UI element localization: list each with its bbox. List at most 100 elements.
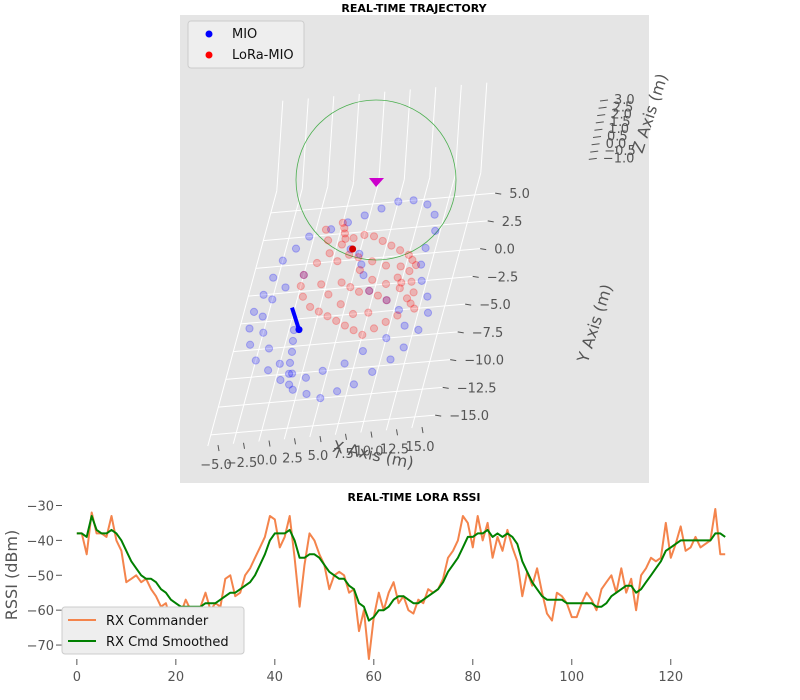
data-point-mio	[278, 256, 287, 265]
data-point-lora-mio	[336, 300, 345, 309]
data-point-mio	[333, 387, 342, 396]
data-point-mio	[318, 366, 327, 375]
z-tick-label: 0.0	[606, 137, 627, 152]
rssi-y-tick-label: −30	[27, 499, 54, 514]
data-point-mio	[423, 292, 432, 301]
data-point-lora-mio	[411, 261, 421, 270]
x-tick-mark	[421, 427, 424, 434]
grid-line-y	[263, 220, 488, 242]
trajectory-chart: REAL-TIME TRAJECTORY −5.0−2.5 0.0 2.5 5.0 7.…	[180, 2, 672, 483]
data-point-mio	[399, 343, 408, 352]
data-point-lora-mio	[349, 234, 358, 243]
data-point-lora-mio	[332, 316, 341, 325]
x-tick-label: 12.5	[380, 442, 409, 457]
grid-line-y	[210, 414, 436, 436]
rssi-y-tick-label: −40	[27, 534, 54, 549]
data-point-mio	[423, 308, 433, 317]
data-point-lora-mio	[381, 317, 390, 327]
trajectory-grid	[207, 82, 496, 447]
data-point-mio	[285, 380, 294, 389]
y-tick-mark	[435, 414, 442, 417]
z-tick-label: −0.5	[604, 144, 636, 159]
rssi-x-tick-label: 0	[73, 670, 81, 685]
data-point-mio	[382, 334, 391, 343]
rssi-x-tick-label: 100	[559, 670, 584, 685]
data-point-mio	[264, 366, 273, 375]
y-tick-mark	[472, 275, 479, 278]
y-tick-label: −12.5	[457, 381, 497, 396]
data-point-mio	[340, 359, 349, 368]
y-tick-mark	[465, 303, 472, 306]
grid-line-y	[255, 248, 481, 269]
y-tick-mark	[480, 248, 487, 251]
rssi-y-tick-label: −50	[27, 569, 54, 584]
z-tick-mark	[588, 157, 597, 160]
range-circle	[295, 99, 457, 261]
data-point-mio	[355, 249, 364, 258]
data-point-mio	[246, 340, 255, 349]
x-tick-label: −2.5	[226, 456, 258, 471]
y-tick-mark	[442, 386, 449, 389]
data-point-lora-mio	[337, 278, 346, 287]
grid-line-x	[411, 172, 482, 429]
grid-line-wall	[429, 87, 437, 178]
grid-line-x	[283, 183, 354, 440]
grid-line-wall	[403, 89, 411, 180]
data-point-lora-mio	[368, 275, 377, 284]
data-point-mio	[301, 373, 310, 382]
trajectory-background	[180, 15, 649, 483]
grid-line-x	[385, 174, 456, 431]
data-point-mio	[382, 296, 391, 305]
data-point-mio	[269, 273, 278, 282]
data-point-lora-mio	[324, 236, 333, 245]
data-point-mio	[249, 307, 259, 316]
data-point-lora-mio	[368, 257, 377, 266]
legend-marker-mio	[205, 30, 213, 38]
data-point-mio	[358, 346, 367, 356]
grid-line-wall	[480, 82, 488, 173]
data-point-mio	[417, 276, 426, 285]
z-tick-mark	[592, 136, 602, 138]
z-tick-label: 1.0	[608, 122, 629, 137]
x-tick-mark	[217, 445, 220, 452]
rssi-axes: −30 −40 −50 −60 −70 0 20 40 60 80 100 120	[27, 499, 684, 685]
y-tick-label: 0.0	[494, 243, 515, 258]
data-point-lora-mio	[314, 307, 323, 316]
data-point-mio	[288, 336, 298, 346]
y-tick-mark	[495, 192, 502, 195]
x-tick-label: 7.5	[333, 447, 354, 462]
data-point-lora-mio	[340, 229, 349, 238]
mio-current-point	[295, 326, 303, 334]
data-point-lora-mio	[358, 330, 367, 339]
grid-line-wall	[378, 91, 386, 182]
grid-line-y	[225, 359, 451, 380]
z-tick-mark	[590, 150, 599, 153]
data-point-lora-mio	[369, 324, 379, 333]
x-tick-label: 0.0	[257, 454, 278, 469]
data-point-lora-mio	[397, 278, 406, 287]
data-point-lora-mio	[407, 277, 416, 286]
data-point-lora-mio	[354, 287, 364, 296]
data-point-mio	[368, 367, 377, 376]
data-point-mio	[245, 324, 254, 333]
rssi-title: REAL-TIME LORA RSSI	[347, 491, 480, 504]
data-point-mio	[284, 369, 294, 378]
data-point-mio	[359, 271, 368, 280]
rssi-legend-label-raw: RX Commander	[106, 614, 209, 629]
grid-line-wall	[352, 93, 360, 184]
data-point-mio	[343, 218, 352, 227]
grid-line-y	[270, 192, 496, 214]
data-point-lora-mio	[333, 257, 342, 266]
z-tick-label: 1.5	[610, 115, 631, 130]
z-tick-label: 2.0	[611, 108, 632, 123]
data-point-mio	[423, 200, 432, 209]
z-tick-mark	[591, 143, 600, 146]
y-tick-label: −7.5	[472, 326, 504, 341]
data-point-lora-mio	[340, 223, 349, 233]
x-tick-label: 15.0	[406, 440, 435, 455]
data-point-mio	[365, 286, 374, 295]
legend-box	[187, 20, 305, 69]
trajectory-title: REAL-TIME TRAJECTORY	[341, 2, 487, 15]
y-tick-label: 2.5	[502, 215, 523, 230]
